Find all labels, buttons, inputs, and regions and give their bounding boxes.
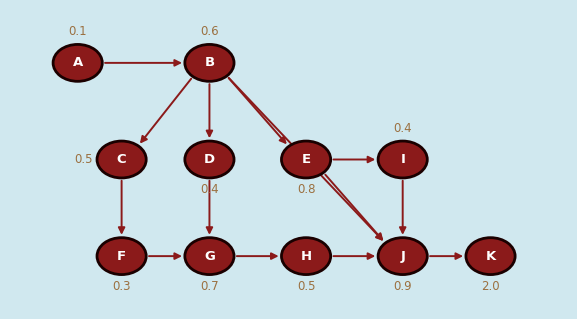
Text: A: A [73,56,83,69]
Ellipse shape [466,238,515,275]
Text: 0.3: 0.3 [113,280,131,293]
Text: J: J [400,250,405,263]
Text: D: D [204,153,215,166]
Ellipse shape [185,44,234,81]
Ellipse shape [185,238,234,275]
Text: F: F [117,250,126,263]
Text: H: H [301,250,312,263]
Text: I: I [400,153,405,166]
Text: 0.8: 0.8 [297,183,315,196]
Text: 0.5: 0.5 [297,280,315,293]
Ellipse shape [378,238,428,275]
Text: 2.0: 2.0 [481,280,500,293]
Ellipse shape [53,44,102,81]
Text: G: G [204,250,215,263]
Text: 0.4: 0.4 [200,183,219,196]
Ellipse shape [97,238,146,275]
Ellipse shape [97,141,146,178]
Text: 0.7: 0.7 [200,280,219,293]
Text: E: E [302,153,310,166]
Text: 0.9: 0.9 [394,280,412,293]
Text: 0.1: 0.1 [68,25,87,38]
Text: 0.4: 0.4 [394,122,412,135]
Text: B: B [204,56,215,69]
Text: 0.6: 0.6 [200,25,219,38]
Text: C: C [117,153,126,166]
Ellipse shape [185,141,234,178]
Ellipse shape [282,141,331,178]
Text: K: K [485,250,496,263]
Ellipse shape [378,141,428,178]
Text: 0.5: 0.5 [74,153,93,166]
Ellipse shape [282,238,331,275]
